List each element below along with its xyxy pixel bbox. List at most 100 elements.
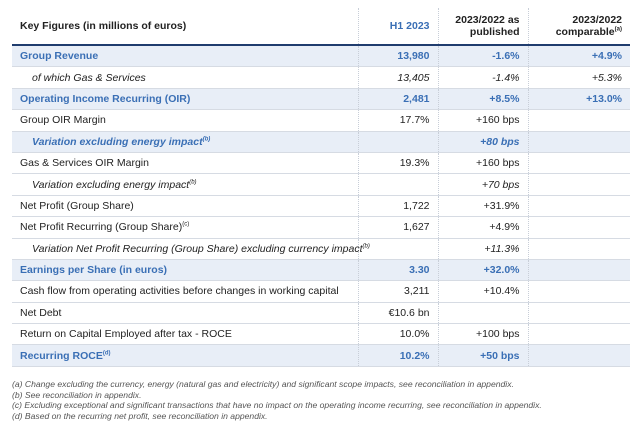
label-cell: Net Profit (Group Share) xyxy=(12,195,358,218)
value: +8.5% xyxy=(489,92,520,105)
value: 10.2% xyxy=(399,349,430,362)
value-cell: +8.5% xyxy=(437,88,528,111)
value: €10.6 bn xyxy=(388,306,430,319)
row-label: Operating Income Recurring (OIR) xyxy=(20,92,191,105)
label-cell: Group OIR Margin xyxy=(12,109,358,132)
value: +4.9% xyxy=(489,221,520,234)
table-row: Net Profit Recurring (Group Share)(c) 1,6… xyxy=(12,216,630,239)
table-row: Recurring ROCE(d) 10.2% +50 bps xyxy=(12,344,630,367)
value-cell xyxy=(527,344,630,367)
table-row: Return on Capital Employed after tax - R… xyxy=(12,323,630,346)
header-cell: 2023/2022 as published xyxy=(437,8,528,46)
value-cell: -1.6% xyxy=(437,45,528,68)
value-cell: 10.0% xyxy=(357,323,438,346)
row-label: Variation Net Profit Recurring (Group Sh… xyxy=(32,242,363,255)
row-label: Net Profit (Group Share) xyxy=(20,199,134,212)
value-cell: 13,980 xyxy=(357,45,438,68)
value-cell: 10.2% xyxy=(357,344,438,367)
row-label: Group OIR Margin xyxy=(20,114,106,127)
header-cell: Key Figures (in millions of euros) xyxy=(12,8,358,46)
value: -1.4% xyxy=(492,71,520,84)
value-cell: -1.4% xyxy=(437,66,528,89)
value-cell xyxy=(357,173,438,196)
value-cell: +4.9% xyxy=(437,216,528,239)
value: 13,405 xyxy=(397,71,430,84)
table-row: Gas & Services OIR Margin 19.3% +160 bps xyxy=(12,152,630,175)
table-row: Net Profit (Group Share) 1,722 +31.9% xyxy=(12,195,630,218)
value-cell xyxy=(527,173,630,196)
value-cell xyxy=(527,152,630,175)
value: 2,481 xyxy=(403,92,430,105)
value: 19.3% xyxy=(399,157,430,170)
label-cell: Variation excluding energy impact(b) xyxy=(12,173,358,196)
value-cell xyxy=(527,259,630,282)
table-row: Earnings per Share (in euros) 3.30 +32.0% xyxy=(12,259,630,282)
value-cell: +11.3% xyxy=(437,238,528,260)
value: +11.3% xyxy=(484,242,520,255)
value: +10.4% xyxy=(483,285,520,298)
footnote-ref: (a) xyxy=(614,26,622,33)
value-cell: +32.0% xyxy=(437,259,528,282)
value-cell xyxy=(527,131,630,153)
footnote-ref: (d) xyxy=(102,350,111,357)
value-cell xyxy=(527,216,630,239)
table-row: Variation excluding energy impact(b) +80 … xyxy=(12,131,630,153)
table-row: Group Revenue 13,980 -1.6% +4.9% xyxy=(12,45,630,68)
value-cell: +50 bps xyxy=(437,344,528,367)
label-cell: Group Revenue xyxy=(12,45,358,68)
footnote: (c) Excluding exceptional and significan… xyxy=(12,400,542,411)
row-label: Recurring ROCE xyxy=(20,349,103,362)
value-cell: +160 bps xyxy=(437,109,528,132)
label-cell: Recurring ROCE(d) xyxy=(12,344,358,367)
value-cell: +160 bps xyxy=(437,152,528,175)
row-label: Return on Capital Employed after tax - R… xyxy=(20,328,232,341)
value: 3,211 xyxy=(404,285,430,298)
value-cell: €10.6 bn xyxy=(357,302,438,325)
table-row: Net Debt €10.6 bn xyxy=(12,302,630,325)
value-cell: 17.7% xyxy=(357,109,438,132)
row-label: Variation excluding energy impact xyxy=(32,178,190,191)
row-label: Variation excluding energy impact xyxy=(32,135,203,148)
label-cell: Variation excluding energy impact(b) xyxy=(12,131,358,153)
row-label: of which Gas & Services xyxy=(32,71,146,84)
value-cell xyxy=(527,302,630,325)
value-cell: +70 bps xyxy=(437,173,528,196)
value: +31.9% xyxy=(483,199,520,212)
label-cell: Gas & Services OIR Margin xyxy=(12,152,358,175)
label-cell: Net Debt xyxy=(12,302,358,325)
value-cell: 1,722 xyxy=(357,195,438,218)
value: +160 bps xyxy=(476,157,520,170)
value-cell: 3,211 xyxy=(357,280,438,303)
value: +5.3% xyxy=(591,71,622,84)
label-cell: Operating Income Recurring (OIR) xyxy=(12,88,358,111)
value-cell xyxy=(527,238,630,260)
value-cell: 1,627 xyxy=(357,216,438,239)
footnote: (d) Based on the recurring net profit, s… xyxy=(12,410,268,421)
table-row: Variation excluding energy impact(b) +70 … xyxy=(12,173,630,196)
label-cell: Cash flow from operating activities befo… xyxy=(12,280,358,303)
value-cell: +80 bps xyxy=(437,131,528,153)
row-label: Net Debt xyxy=(20,306,62,319)
value-cell xyxy=(357,131,438,153)
label-cell: Return on Capital Employed after tax - R… xyxy=(12,323,358,346)
header-row: Key Figures (in millions of euros) H1 20… xyxy=(12,8,630,46)
value: +80 bps xyxy=(480,135,520,148)
label-cell: Variation Net Profit Recurring (Group Sh… xyxy=(12,238,370,260)
value: +32.0% xyxy=(483,264,520,277)
value: 10.0% xyxy=(399,328,430,341)
value: +160 bps xyxy=(476,114,520,127)
row-label: Cash flow from operating activities befo… xyxy=(20,285,339,298)
value: +70 bps xyxy=(481,178,520,191)
footnote: (a) Change excluding the currency, energ… xyxy=(12,379,514,389)
value: +50 bps xyxy=(480,349,520,362)
value-cell xyxy=(437,302,528,325)
value: -1.6% xyxy=(492,50,520,63)
header-cell: 2023/2022 comparable(a) xyxy=(527,8,630,46)
table-row: Variation Net Profit Recurring (Group Sh… xyxy=(12,238,630,260)
value-cell: +4.9% xyxy=(527,45,630,68)
footnote-ref: (b) xyxy=(362,243,370,250)
value-cell: +31.9% xyxy=(437,195,528,218)
value-cell: +13.0% xyxy=(527,88,630,111)
value-cell: 13,405 xyxy=(357,66,438,89)
